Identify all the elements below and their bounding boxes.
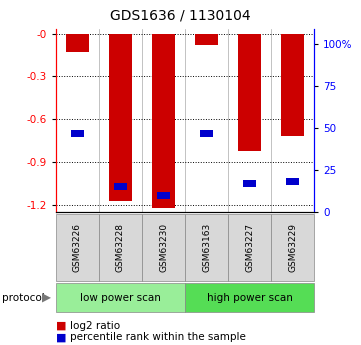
Bar	[185, 283, 314, 312]
Bar	[228, 214, 271, 281]
Text: ▶: ▶	[43, 291, 51, 304]
Text: ■: ■	[56, 321, 66, 331]
Bar	[271, 214, 314, 281]
Text: GSM63163: GSM63163	[202, 223, 211, 272]
Text: low power scan: low power scan	[80, 293, 161, 303]
Text: percentile rank within the sample: percentile rank within the sample	[70, 333, 246, 342]
Bar	[109, 33, 132, 201]
Text: GSM63229: GSM63229	[288, 223, 297, 272]
Bar	[238, 33, 261, 151]
Bar	[195, 33, 218, 45]
Bar	[56, 283, 185, 312]
Text: GSM63228: GSM63228	[116, 223, 125, 272]
Bar	[142, 214, 185, 281]
Bar	[281, 33, 304, 137]
Bar	[243, 180, 256, 187]
Bar	[66, 33, 89, 52]
Bar	[185, 214, 228, 281]
Text: GDS1636 / 1130104: GDS1636 / 1130104	[110, 9, 251, 23]
Text: log2 ratio: log2 ratio	[70, 321, 121, 331]
Bar	[114, 184, 127, 190]
Bar	[286, 178, 299, 185]
Text: GSM63226: GSM63226	[73, 223, 82, 272]
Text: GSM63227: GSM63227	[245, 223, 254, 272]
Bar	[157, 192, 170, 199]
Bar	[200, 130, 213, 137]
Bar	[71, 130, 84, 137]
Text: high power scan: high power scan	[206, 293, 292, 303]
Bar	[152, 33, 175, 208]
Text: protocol: protocol	[2, 293, 44, 303]
Text: GSM63230: GSM63230	[159, 223, 168, 272]
Text: ■: ■	[56, 333, 66, 342]
Bar	[99, 214, 142, 281]
Bar	[56, 214, 99, 281]
